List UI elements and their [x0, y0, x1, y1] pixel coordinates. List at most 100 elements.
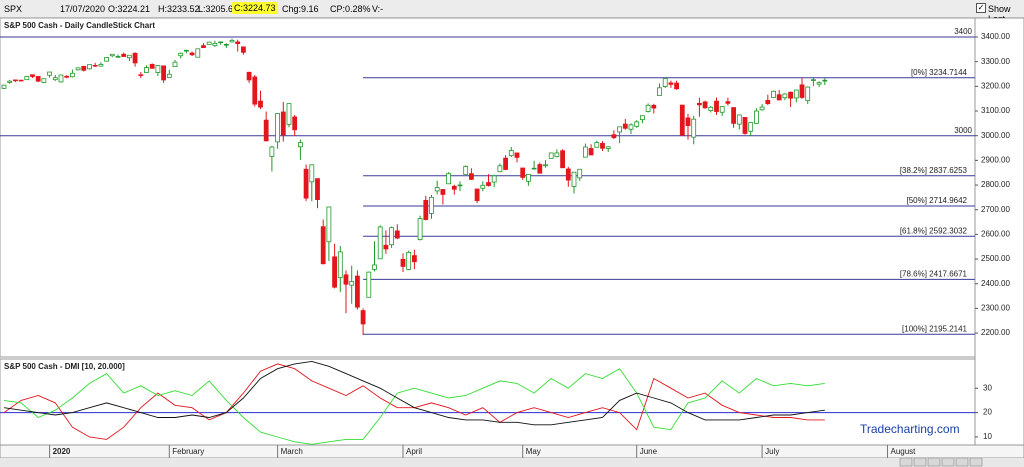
- x-tick-label: March: [281, 447, 303, 456]
- candle-body: [172, 61, 178, 68]
- candle-body: [315, 178, 320, 200]
- candle-body: [423, 199, 429, 220]
- candle-body: [394, 230, 400, 239]
- candle-body: [577, 168, 583, 179]
- candle-body: [508, 150, 514, 157]
- y-tick-label: 20: [983, 408, 992, 417]
- dmi-panel: [0, 358, 976, 446]
- candle-body: [75, 67, 81, 71]
- candle-body: [685, 117, 691, 126]
- candle-body: [35, 76, 41, 82]
- y-tick-label: 3400.00: [981, 32, 1010, 41]
- x-tick-label: July: [765, 447, 779, 456]
- x-tick-label: February: [172, 447, 204, 456]
- candle-body: [252, 76, 258, 105]
- candle-body: [218, 41, 223, 44]
- x-tick-label: August: [891, 447, 917, 456]
- x-tick-label: May: [526, 447, 541, 456]
- candle-body: [195, 48, 201, 58]
- candle-body: [280, 111, 286, 136]
- candle-body: [662, 78, 668, 87]
- candle-body: [451, 185, 457, 190]
- x-tick-label: 2020: [53, 447, 71, 456]
- candle-body: [543, 164, 548, 167]
- high: H:3233.52: [158, 4, 200, 14]
- toolbar: SPX 17/07/2020 O:3224.21 H:3233.52 L:320…: [0, 0, 1024, 24]
- candle-body: [548, 152, 554, 159]
- candle-body: [446, 173, 451, 185]
- candle-body: [212, 43, 218, 47]
- y-tick-label: 2300.00: [981, 304, 1010, 313]
- candle-body: [24, 76, 30, 81]
- candle-body: [719, 106, 725, 113]
- y-tick-label: 2700.00: [981, 205, 1010, 214]
- candle-body: [651, 104, 657, 109]
- candle-body: [622, 123, 628, 129]
- candle-body: [372, 264, 377, 270]
- candle-body: [92, 64, 98, 67]
- candle-body: [793, 89, 799, 99]
- y-tick-label: 3300.00: [981, 57, 1010, 66]
- candle-body: [189, 52, 195, 56]
- candle-body: [600, 142, 605, 149]
- candle-body: [434, 187, 440, 192]
- candle-body: [634, 121, 640, 127]
- candle-body: [155, 65, 161, 73]
- date: 17/07/2020: [60, 4, 106, 14]
- scroll-right[interactable]: [941, 457, 955, 467]
- candle-body: [18, 79, 24, 82]
- candle-body: [349, 281, 355, 286]
- candle-body: [759, 106, 765, 111]
- candle-body: [697, 102, 702, 106]
- candle-body: [782, 93, 788, 99]
- candle-body: [788, 91, 794, 99]
- y-tick-label: 2600.00: [981, 229, 1010, 238]
- candle-body: [7, 80, 13, 83]
- candle-body: [639, 115, 645, 121]
- candle-body: [354, 275, 360, 308]
- candle-body: [366, 271, 372, 298]
- candle-body: [258, 100, 263, 108]
- candle-body: [377, 226, 383, 260]
- candle-body: [326, 206, 332, 243]
- candle-body: [52, 77, 58, 81]
- candle-body: [229, 40, 235, 43]
- scrollbar: [0, 458, 1024, 467]
- checkbox[interactable]: ✓: [976, 3, 986, 13]
- level-label: 3400: [954, 27, 972, 36]
- level-label: 3000: [954, 126, 972, 135]
- y-tick-label: 2400.00: [981, 279, 1010, 288]
- candle-body: [132, 52, 138, 64]
- candle-body: [708, 106, 714, 111]
- candle-body: [429, 196, 434, 214]
- candle-body: [343, 274, 349, 285]
- candle-body: [206, 41, 212, 45]
- zoom-in[interactable]: [927, 457, 941, 467]
- candle-body: [611, 134, 617, 139]
- candle-body: [104, 57, 109, 62]
- candle-body: [263, 119, 269, 142]
- fib-label: [100%] 2195.2141: [902, 324, 967, 333]
- y-tick-label: 2800.00: [981, 180, 1010, 189]
- candle-body: [765, 100, 771, 105]
- candle-body: [201, 45, 206, 49]
- candle-body: [269, 146, 275, 157]
- y-tick-label: 2200.00: [981, 328, 1010, 337]
- candle-body: [240, 46, 246, 53]
- scroll-end[interactable]: [955, 457, 969, 467]
- candle-body: [383, 244, 389, 250]
- zoom-out[interactable]: [913, 457, 927, 467]
- candle-body: [554, 152, 560, 158]
- x-tick-label: June: [640, 447, 658, 456]
- y-tick-label: 3100.00: [981, 106, 1010, 115]
- candle-body: [115, 56, 121, 58]
- scroll-left[interactable]: [899, 457, 913, 467]
- candle-body: [332, 256, 337, 288]
- y-axis-strip: [974, 18, 1024, 446]
- dmi-line: [3, 360, 825, 426]
- candle-body: [503, 157, 508, 170]
- candle-body: [514, 152, 520, 158]
- candle-body: [149, 63, 155, 69]
- pan[interactable]: [969, 457, 983, 467]
